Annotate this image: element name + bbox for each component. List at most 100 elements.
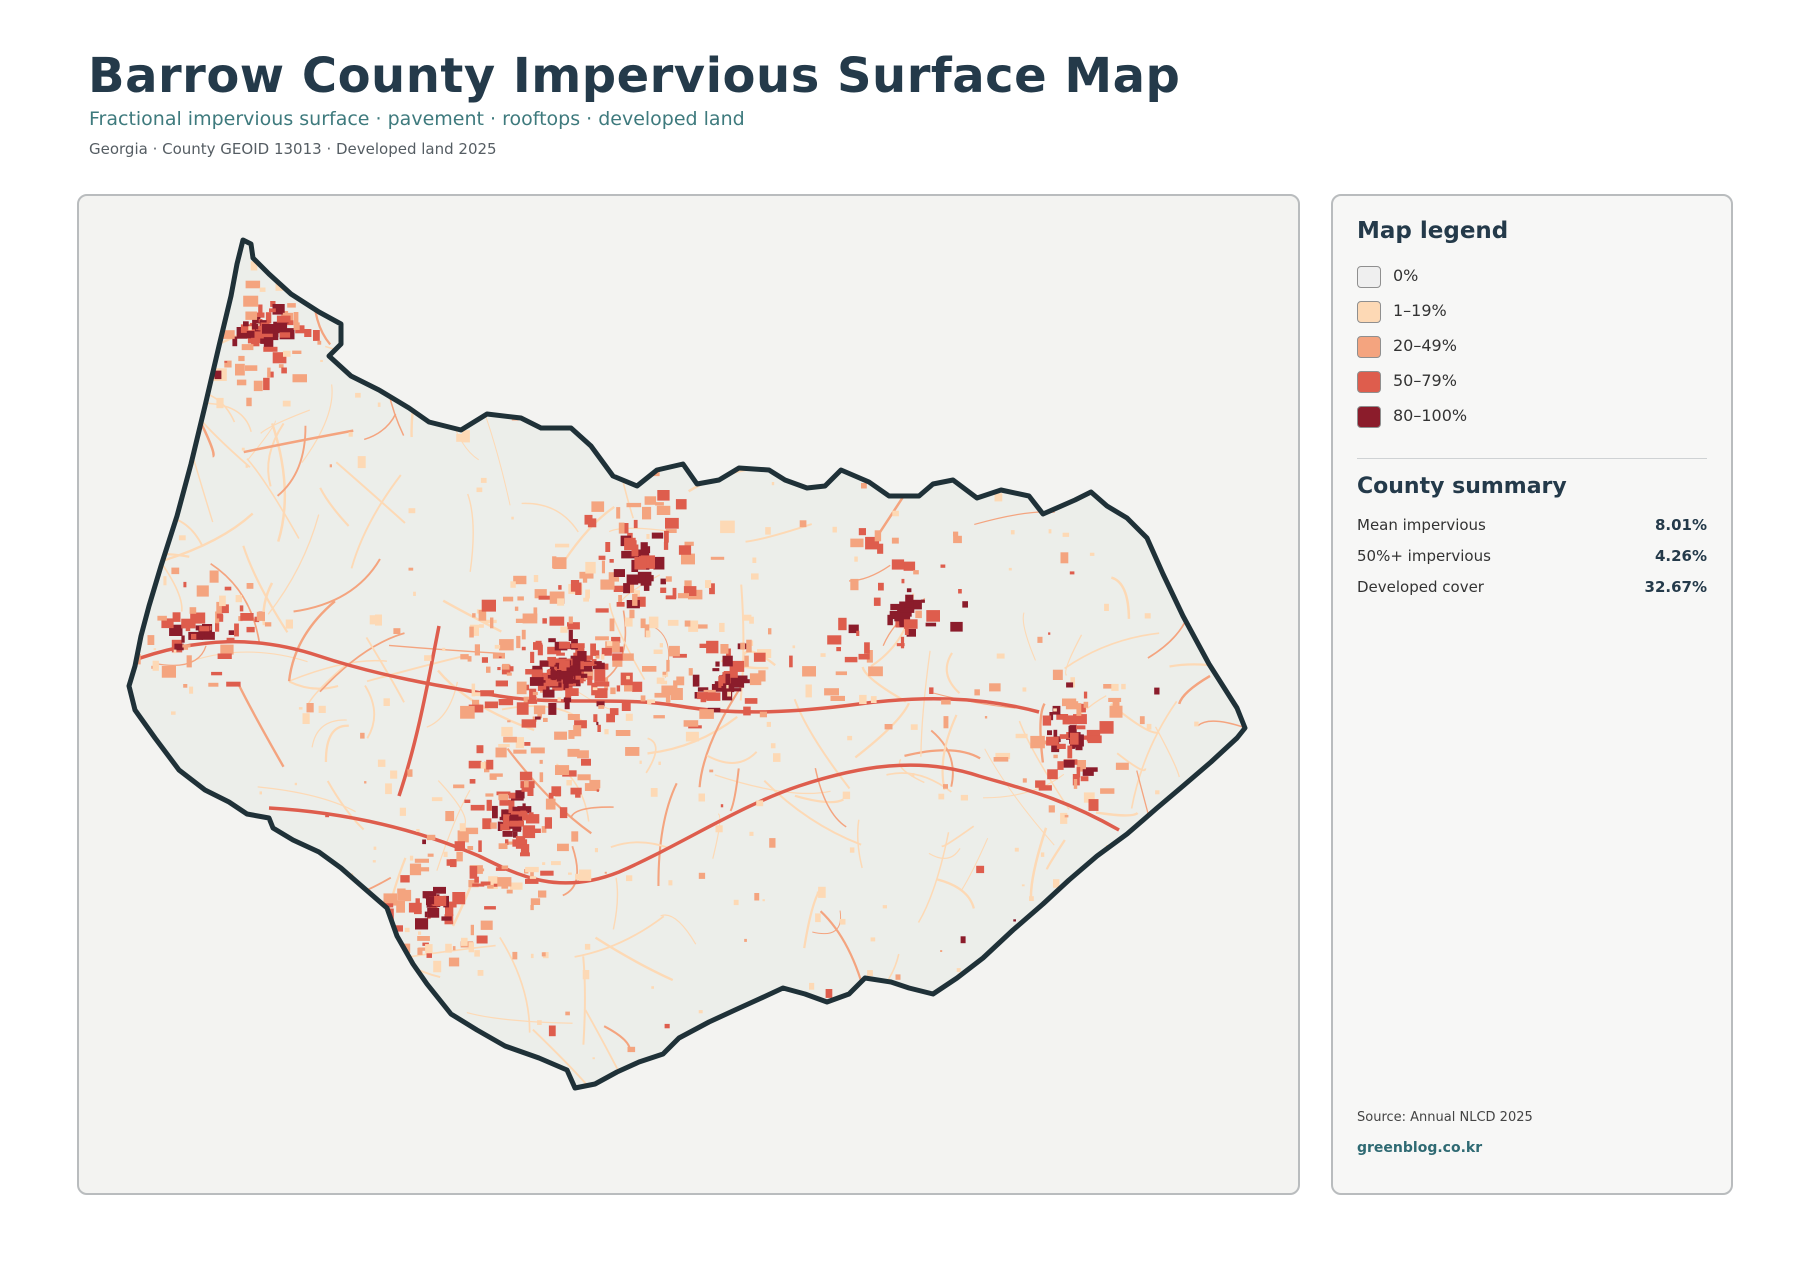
developed-patch <box>624 682 633 692</box>
site-link[interactable]: greenblog.co.kr <box>1357 1140 1483 1156</box>
road <box>890 377 931 445</box>
developed-patch <box>1053 754 1058 759</box>
road <box>301 384 333 464</box>
developed-patch <box>622 653 634 661</box>
developed-patch <box>574 720 587 729</box>
developed-patch <box>407 769 413 777</box>
developed-patch <box>217 1035 225 1043</box>
developed-patch <box>885 1027 889 1032</box>
developed-patch <box>867 970 873 976</box>
road <box>236 682 285 768</box>
developed-patch <box>171 567 180 575</box>
developed-patch <box>836 396 842 402</box>
developed-patch <box>913 570 919 575</box>
developed-patch <box>771 482 775 486</box>
road <box>1187 351 1232 375</box>
developed-patch <box>515 836 526 849</box>
developed-patch <box>634 596 646 607</box>
developed-patch <box>1018 1019 1026 1031</box>
developed-patch <box>1222 293 1226 297</box>
developed-patch <box>838 617 847 631</box>
developed-patch <box>1144 613 1151 619</box>
developed-patch <box>441 916 452 921</box>
developed-patch <box>213 293 220 298</box>
developed-patch <box>1140 934 1144 936</box>
developed-patch <box>1005 981 1009 984</box>
developed-patch <box>709 769 714 773</box>
developed-patch <box>1060 552 1069 564</box>
developed-patch <box>524 742 531 746</box>
legend-label: 80–100% <box>1393 406 1468 425</box>
developed-patch <box>743 706 751 716</box>
road <box>171 827 252 876</box>
developed-patch <box>882 905 887 909</box>
road <box>1130 700 1178 809</box>
developed-patch <box>145 306 153 316</box>
developed-patch <box>486 799 492 811</box>
developed-patch <box>298 707 303 710</box>
developed-patch <box>651 699 656 703</box>
developed-patch <box>464 827 479 835</box>
developed-patch <box>478 610 487 621</box>
impervious-map[interactable] <box>79 196 1300 1195</box>
developed-patch <box>312 276 317 289</box>
road <box>842 409 873 426</box>
developed-patch <box>605 542 611 552</box>
developed-patch <box>592 650 600 656</box>
road <box>148 806 201 823</box>
developed-patch <box>591 659 597 666</box>
developed-patch <box>532 665 543 670</box>
developed-patch <box>1028 417 1034 422</box>
legend-item: 1–19% <box>1357 301 1657 336</box>
developed-patch <box>1061 395 1068 405</box>
developed-patch <box>372 860 376 863</box>
developed-patch <box>749 616 754 624</box>
road <box>873 1014 903 1088</box>
developed-patch <box>553 557 567 569</box>
developed-patch <box>224 360 232 368</box>
road <box>276 425 307 497</box>
developed-patch <box>216 613 224 619</box>
developed-patch <box>645 546 651 554</box>
developed-patch <box>581 758 591 766</box>
developed-patch <box>877 543 884 554</box>
developed-patch <box>943 716 949 729</box>
developed-patch <box>594 848 598 853</box>
developed-patch <box>568 629 573 641</box>
developed-patch <box>696 692 708 700</box>
road <box>988 433 1014 464</box>
summary-label: Mean impervious <box>1357 516 1486 534</box>
developed-patch <box>706 640 719 654</box>
developed-patch <box>1017 956 1020 959</box>
developed-patch <box>220 330 235 339</box>
developed-patch <box>579 571 594 579</box>
developed-patch <box>936 364 944 370</box>
road <box>812 910 842 935</box>
developed-patch <box>560 626 568 633</box>
developed-patch <box>460 654 469 660</box>
road <box>1180 534 1245 584</box>
developed-patch <box>849 847 855 853</box>
developed-patch <box>712 668 720 672</box>
developed-patch <box>921 1013 925 1019</box>
developed-patch <box>445 907 454 916</box>
developed-patch <box>911 773 915 777</box>
developed-patch <box>530 869 534 879</box>
developed-patch <box>909 599 922 610</box>
developed-patch <box>695 624 708 629</box>
developed-patch <box>537 710 542 719</box>
developed-patch <box>529 812 534 818</box>
road <box>317 240 325 282</box>
road <box>1139 292 1185 300</box>
developed-patch <box>531 668 543 679</box>
developed-patch <box>555 543 570 548</box>
developed-patch <box>633 257 640 264</box>
developed-patch <box>513 831 518 838</box>
developed-patch <box>236 379 247 386</box>
developed-patch <box>217 268 221 273</box>
road <box>1029 827 1048 900</box>
developed-patch <box>575 675 584 684</box>
road <box>267 514 320 615</box>
road <box>895 271 925 376</box>
map-panel[interactable]: N <box>77 194 1300 1195</box>
